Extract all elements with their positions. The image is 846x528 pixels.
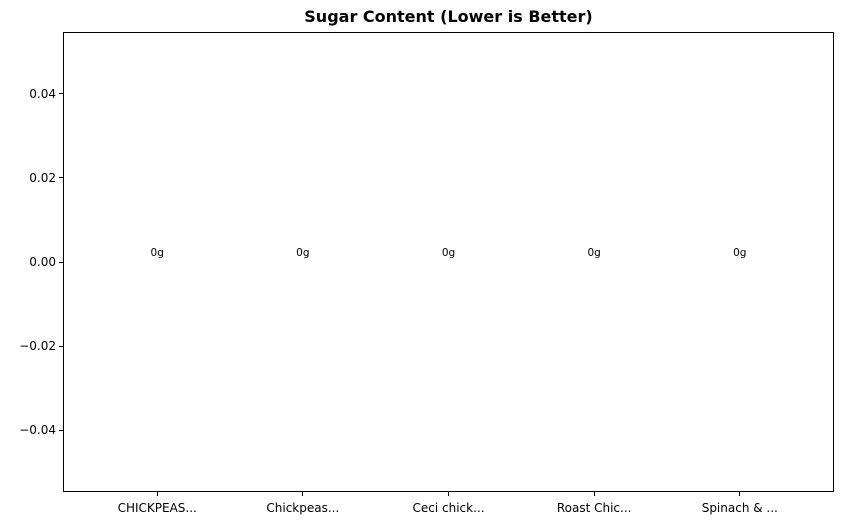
y-axis-tick xyxy=(59,345,63,347)
x-axis-tick-label: Ceci chick... xyxy=(412,501,485,515)
bar-value-label: 0g xyxy=(296,247,310,259)
y-axis-tick-label: −0.02 xyxy=(19,339,56,354)
x-axis-tick xyxy=(156,492,158,496)
y-axis-tick xyxy=(59,429,63,431)
bar-value-label: 0g xyxy=(441,247,456,259)
x-axis-tick-label: Chickpeas... xyxy=(266,501,340,515)
x-axis-tick-label: Spinach & ... xyxy=(701,501,778,515)
y-axis-tick-label: 0.00 xyxy=(29,255,56,269)
y-axis-tick-label: 0.02 xyxy=(29,170,56,185)
chart-title: Sugar Content (Lower is Better) xyxy=(304,7,593,26)
bar-value-label: 0g xyxy=(733,247,747,259)
x-axis-tick xyxy=(302,492,304,496)
x-axis-tick xyxy=(593,492,595,496)
bar-value-label: 0g xyxy=(150,247,164,259)
y-axis-tick xyxy=(59,177,63,179)
x-axis-tick-label: CHICKPEAS... xyxy=(117,501,197,515)
y-axis-tick xyxy=(59,93,63,95)
plot-area: −0.04 −0.02 0.00 0.02 0.04 CHICKPEAS... 0g Chic… xyxy=(19,32,834,515)
bar-value-label: 0g xyxy=(587,247,601,259)
x-axis-tick xyxy=(739,492,741,496)
x-axis-tick-label: Roast Chic... xyxy=(556,501,632,515)
x-axis-tick xyxy=(448,492,449,496)
y-axis-tick xyxy=(59,261,63,263)
y-axis-tick-label: 0.04 xyxy=(29,86,56,101)
y-axis-tick-label: −0.04 xyxy=(19,423,56,438)
